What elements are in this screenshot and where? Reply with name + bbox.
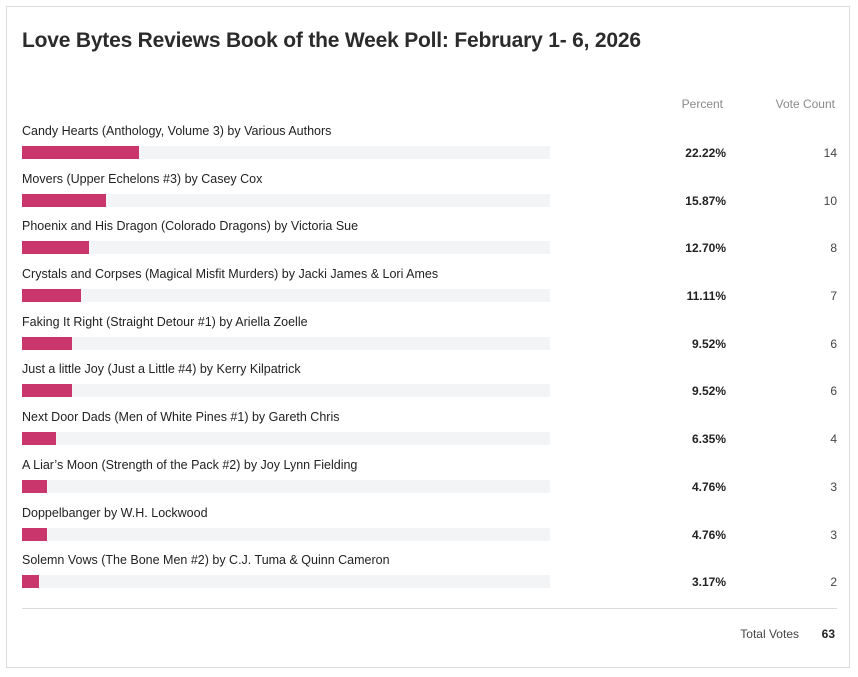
poll-option-vote-count: 10: [823, 193, 837, 208]
poll-option-label: Crystals and Corpses (Magical Misfit Mur…: [22, 267, 439, 282]
poll-option-percent: 9.52%: [691, 336, 726, 351]
poll-bar-track: [22, 193, 550, 207]
poll-option-vote-count: 2: [830, 575, 837, 590]
poll-option-percent: 4.76%: [691, 479, 726, 494]
poll-option-percent: 4.76%: [691, 527, 726, 542]
poll-option-label: Candy Hearts (Anthology, Volume 3) by Va…: [22, 124, 332, 138]
poll-bar-track: [22, 527, 550, 541]
poll-title: Love Bytes Reviews Book of the Week Poll…: [22, 29, 641, 52]
poll-bar-fill: [22, 479, 47, 493]
poll-option-vote-count: 8: [830, 241, 837, 256]
poll-bar-fill: [22, 575, 39, 589]
poll-option-row: Candy Hearts (Anthology, Volume 3) by Va…: [22, 122, 837, 170]
poll-option-percent: 15.87%: [685, 193, 726, 208]
poll-bar-fill: [22, 384, 72, 398]
poll-option-vote-count: 4: [830, 432, 837, 447]
poll-bar-fill: [22, 193, 106, 207]
poll-bar-fill: [22, 527, 47, 541]
poll-bar-track: [22, 289, 550, 303]
poll-option-vote-count: 6: [830, 384, 837, 399]
total-votes-label: Total Votes: [740, 627, 799, 641]
poll-bar-track: [22, 384, 550, 398]
poll-option-vote-count: 3: [830, 479, 837, 494]
poll-bar-track: [22, 479, 550, 493]
poll-option-label: Phoenix and His Dragon (Colorado Dragons…: [22, 219, 359, 234]
poll-option-vote-count: 14: [823, 146, 837, 160]
vote-count-column-header: Vote Count: [775, 97, 835, 111]
poll-bar-track: [22, 146, 550, 159]
poll-card: Love Bytes Reviews Book of the Week Poll…: [6, 6, 850, 668]
poll-options-list: Candy Hearts (Anthology, Volume 3) by Va…: [22, 122, 837, 599]
poll-option-row: Doppelbanger by W.H. Lockwood 4.76% 3: [22, 504, 837, 552]
poll-option-row: Crystals and Corpses (Magical Misfit Mur…: [22, 265, 837, 313]
poll-bar-track: [22, 336, 550, 350]
poll-option-percent: 12.70%: [685, 241, 726, 256]
poll-option-label: Movers (Upper Echelons #3) by Casey Cox: [22, 171, 263, 186]
poll-option-percent: 3.17%: [691, 575, 726, 590]
poll-option-label: Doppelbanger by W.H. Lockwood: [22, 505, 208, 520]
divider: [22, 608, 837, 609]
poll-option-row: Faking It Right (Straight Detour #1) by …: [22, 313, 837, 361]
poll-option-vote-count: 3: [830, 527, 837, 542]
poll-bar-fill: [22, 241, 89, 255]
poll-option-label: A Liar’s Moon (Strength of the Pack #2) …: [22, 457, 358, 472]
poll-bar-track: [22, 241, 550, 255]
poll-bar-fill: [22, 146, 139, 159]
poll-option-row: A Liar’s Moon (Strength of the Pack #2) …: [22, 456, 837, 504]
poll-option-percent: 9.52%: [691, 384, 726, 399]
poll-option-percent: 11.11%: [686, 289, 726, 304]
poll-option-row: Solemn Vows (The Bone Men #2) by C.J. Tu…: [22, 551, 837, 599]
poll-bar-fill: [22, 336, 72, 350]
poll-bar-fill: [22, 289, 81, 303]
poll-option-label: Solemn Vows (The Bone Men #2) by C.J. Tu…: [22, 553, 390, 568]
poll-option-label: Just a little Joy (Just a Little #4) by …: [22, 362, 301, 377]
poll-option-label: Next Door Dads (Men of White Pines #1) b…: [22, 410, 340, 425]
poll-option-row: Phoenix and His Dragon (Colorado Dragons…: [22, 217, 837, 265]
poll-bar-track: [22, 575, 550, 589]
poll-option-vote-count: 7: [830, 289, 837, 304]
total-votes-value: 63: [821, 627, 835, 641]
poll-option-percent: 22.22%: [685, 146, 726, 160]
poll-option-percent: 6.35%: [691, 432, 726, 447]
poll-option-row: Just a little Joy (Just a Little #4) by …: [22, 360, 837, 408]
poll-option-label: Faking It Right (Straight Detour #1) by …: [22, 314, 308, 329]
poll-option-vote-count: 6: [830, 336, 837, 351]
poll-bar-track: [22, 432, 550, 446]
percent-column-header: Percent: [681, 97, 723, 111]
poll-option-row: Next Door Dads (Men of White Pines #1) b…: [22, 408, 837, 456]
poll-option-row: Movers (Upper Echelons #3) by Casey Cox 1…: [22, 170, 837, 218]
poll-bar-fill: [22, 432, 56, 446]
